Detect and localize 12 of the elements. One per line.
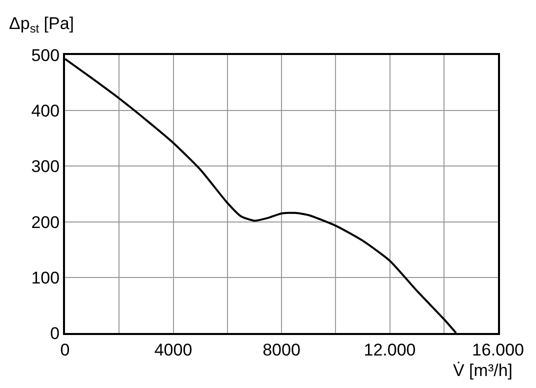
y-tick-label: 300 bbox=[31, 157, 60, 176]
y-axis-title: Δp$_{st}$ [Pa] bbox=[9, 14, 74, 36]
y-tick-label: 0 bbox=[50, 324, 60, 343]
y-tick-label: 500 bbox=[31, 46, 60, 65]
x-tick-label: 8000 bbox=[262, 340, 300, 360]
x-tick-label: 16.000 bbox=[472, 340, 524, 360]
y-tick-label: 400 bbox=[31, 102, 60, 121]
x-axis-title: V̇ [m³/h] bbox=[453, 361, 513, 380]
x-tick-label: 4000 bbox=[154, 340, 192, 360]
y-tick-label: 200 bbox=[31, 212, 60, 232]
y-tick-label: 100 bbox=[31, 268, 60, 288]
x-tick-label: 12.000 bbox=[364, 340, 416, 360]
